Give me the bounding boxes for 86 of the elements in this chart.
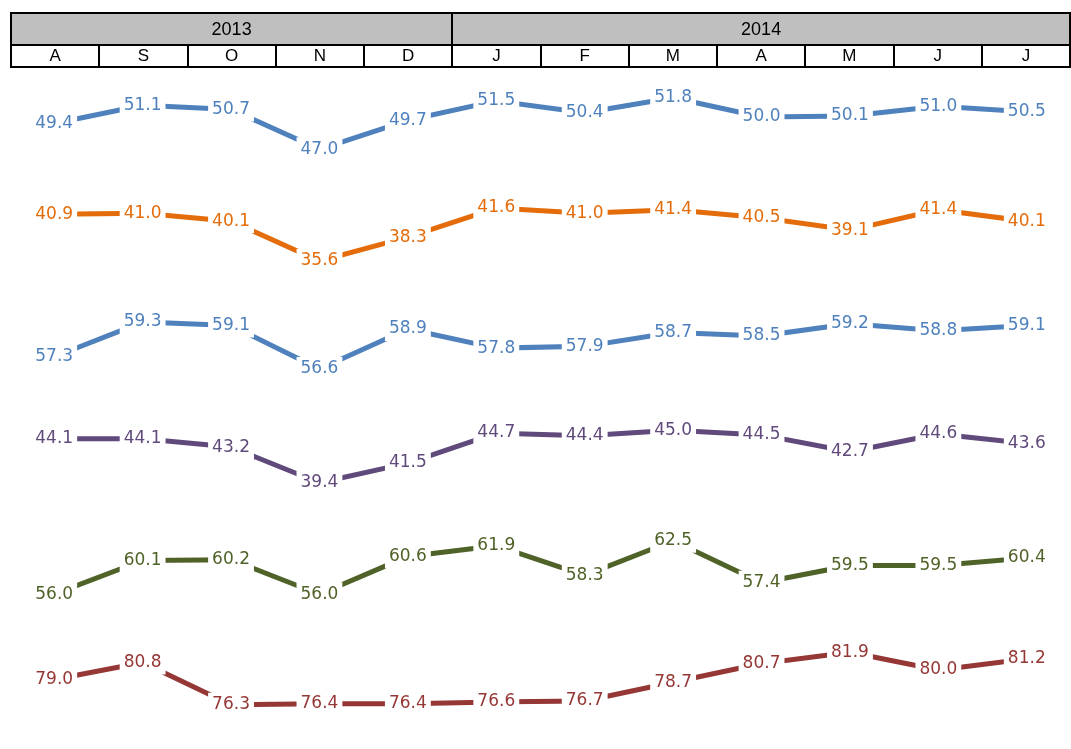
data-label: 51.8 (654, 86, 693, 107)
data-label: 76.7 (565, 689, 604, 710)
data-label: 40.1 (1007, 209, 1046, 230)
data-label: 76.4 (388, 692, 427, 713)
x-tick-label: N (275, 45, 364, 67)
text: 2013 (11, 13, 453, 45)
x-tick-label: S (99, 45, 188, 67)
data-label: 44.5 (742, 423, 781, 444)
data-label: 81.9 (831, 640, 869, 661)
data-label: 44.1 (35, 427, 74, 448)
x-tick-label: F (540, 45, 629, 67)
data-label: 58.7 (654, 320, 693, 341)
data-label: 80.8 (123, 650, 162, 671)
data-label: 59.5 (831, 553, 869, 574)
data-label: 49.4 (35, 111, 74, 132)
data-label: 38.3 (388, 225, 427, 246)
data-label: 57.4 (742, 571, 781, 592)
data-label: 57.8 (477, 336, 516, 357)
data-label: 80.7 (742, 651, 781, 672)
data-label: 49.7 (388, 108, 427, 129)
data-label: 43.6 (1007, 431, 1046, 452)
data-label: 50.4 (565, 101, 604, 122)
data-label: 50.5 (1007, 100, 1046, 121)
x-tick-label: J (893, 45, 982, 67)
data-label: 41.4 (919, 198, 958, 219)
data-label: 51.1 (123, 93, 162, 114)
data-label: 39.1 (831, 218, 869, 239)
data-label: 51.0 (919, 94, 958, 115)
x-tick-label: A (717, 45, 806, 67)
data-label: 60.4 (1007, 546, 1046, 567)
data-label: 60.1 (123, 548, 162, 569)
data-label: 78.7 (654, 670, 693, 691)
data-label: 41.5 (388, 451, 427, 472)
x-tick-label: M (628, 45, 717, 67)
data-label: 41.0 (123, 201, 162, 222)
data-label: 40.9 (35, 202, 74, 223)
data-label: 58.8 (919, 319, 958, 340)
data-label: 79.0 (35, 667, 74, 688)
data-label: 40.1 (212, 209, 250, 230)
data-label: 58.3 (565, 563, 604, 584)
data-label: 40.5 (742, 206, 781, 227)
x-tick-label: J (452, 45, 541, 67)
data-label: 56.6 (300, 357, 339, 378)
data-label: 56.0 (300, 582, 339, 603)
x-tick-label: M (805, 45, 894, 67)
data-label: 47.0 (300, 137, 339, 158)
data-label: 59.2 (831, 312, 869, 333)
data-label: 57.3 (35, 345, 74, 366)
data-label: 50.0 (742, 105, 781, 126)
data-label: 45.0 (654, 418, 693, 439)
data-label: 59.3 (123, 310, 162, 331)
data-label: 41.0 (565, 201, 604, 222)
data-label: 51.5 (477, 89, 516, 110)
data-label: 50.1 (831, 104, 869, 125)
data-label: 41.6 (477, 196, 516, 217)
data-label: 58.5 (742, 324, 781, 345)
data-label: 76.6 (477, 690, 516, 711)
x-tick-label: A (11, 45, 100, 67)
data-label: 39.4 (300, 471, 339, 492)
data-label: 44.6 (919, 422, 958, 443)
data-label: 44.7 (477, 421, 516, 442)
data-label: 59.5 (919, 553, 958, 574)
data-label: 43.2 (212, 435, 250, 456)
data-label: 50.7 (212, 97, 250, 118)
data-label: 81.2 (1007, 647, 1046, 668)
data-label: 60.6 (388, 544, 427, 565)
data-label: 57.9 (565, 334, 604, 355)
data-label: 44.1 (123, 427, 162, 448)
data-label: 58.9 (388, 317, 427, 338)
data-label: 41.4 (654, 198, 693, 219)
text: 2014 (452, 13, 1070, 45)
data-label: 42.7 (831, 440, 869, 461)
data-label: 76.4 (300, 692, 339, 713)
data-label: 61.9 (477, 534, 516, 555)
data-label: 60.2 (212, 548, 250, 569)
data-label: 59.1 (1007, 313, 1046, 334)
data-label: 62.5 (654, 529, 693, 550)
data-label: 35.6 (300, 249, 339, 270)
x-tick-label: O (187, 45, 276, 67)
x-tick-label: D (364, 45, 453, 67)
data-label: 56.0 (35, 582, 74, 603)
data-label: 44.4 (565, 424, 604, 445)
data-label: 80.0 (919, 658, 958, 679)
data-label: 59.1 (212, 313, 250, 334)
x-tick-label: J (981, 45, 1070, 67)
data-label: 76.3 (212, 693, 250, 714)
